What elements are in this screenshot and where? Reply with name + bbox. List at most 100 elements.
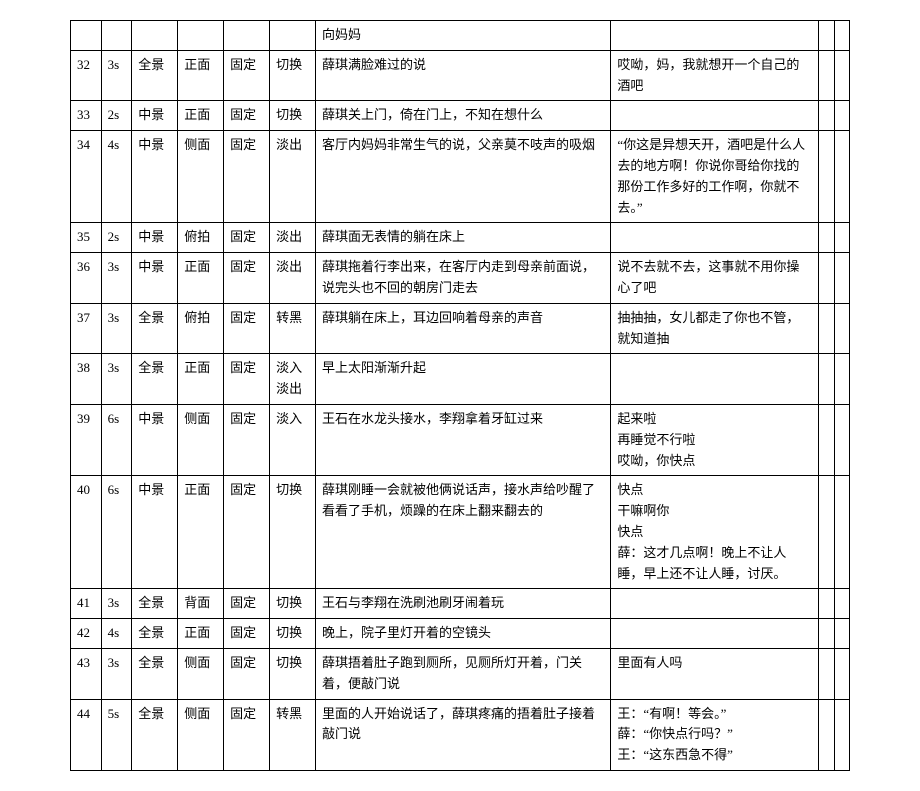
cell-dur: 4s	[101, 131, 132, 223]
cell-shot: 中景	[132, 253, 178, 304]
cell-shot: 中景	[132, 404, 178, 475]
cell-move: 固定	[224, 476, 270, 589]
cell-trans: 转黑	[270, 303, 316, 354]
cell-x2	[834, 131, 849, 223]
cell-dialog: 哎呦，妈，我就想开一个自己的酒吧	[611, 50, 819, 101]
cell-shot: 全景	[132, 50, 178, 101]
cell-shot: 全景	[132, 619, 178, 649]
cell-num: 41	[71, 589, 102, 619]
table-row: 383s全景正面固定淡入淡出早上太阳渐渐升起	[71, 354, 850, 405]
shot-list-table: 向妈妈323s全景正面固定切换薛琪满脸难过的说哎呦，妈，我就想开一个自己的酒吧3…	[70, 20, 850, 771]
cell-move: 固定	[224, 50, 270, 101]
cell-x2	[834, 101, 849, 131]
cell-angle: 正面	[178, 354, 224, 405]
cell-num: 38	[71, 354, 102, 405]
cell-dur: 3s	[101, 303, 132, 354]
cell-num: 37	[71, 303, 102, 354]
cell-angle: 侧面	[178, 699, 224, 770]
cell-move: 固定	[224, 354, 270, 405]
cell-angle	[178, 21, 224, 51]
cell-x1	[819, 404, 834, 475]
cell-x2	[834, 619, 849, 649]
table-row: 424s全景正面固定切换晚上，院子里灯开着的空镜头	[71, 619, 850, 649]
cell-dialog	[611, 21, 819, 51]
cell-x1	[819, 303, 834, 354]
cell-desc: 薛琪面无表情的躺在床上	[316, 223, 611, 253]
cell-move: 固定	[224, 253, 270, 304]
cell-angle: 正面	[178, 619, 224, 649]
table-row: 413s全景背面固定切换王石与李翔在洗刷池刷牙闹着玩	[71, 589, 850, 619]
cell-dur: 3s	[101, 589, 132, 619]
cell-num: 42	[71, 619, 102, 649]
cell-x2	[834, 354, 849, 405]
cell-x1	[819, 253, 834, 304]
cell-move: 固定	[224, 101, 270, 131]
cell-angle: 正面	[178, 476, 224, 589]
cell-x2	[834, 404, 849, 475]
cell-trans: 切换	[270, 50, 316, 101]
cell-trans: 淡出	[270, 253, 316, 304]
cell-num: 44	[71, 699, 102, 770]
cell-move: 固定	[224, 223, 270, 253]
cell-desc: 薛琪拖着行李出来，在客厅内走到母亲前面说，说完头也不回的朝房门走去	[316, 253, 611, 304]
cell-dialog: 里面有人吗	[611, 648, 819, 699]
cell-x1	[819, 354, 834, 405]
cell-x1	[819, 476, 834, 589]
cell-move: 固定	[224, 303, 270, 354]
cell-num: 39	[71, 404, 102, 475]
cell-shot: 全景	[132, 699, 178, 770]
cell-trans: 淡入淡出	[270, 354, 316, 405]
cell-dialog	[611, 354, 819, 405]
cell-num: 32	[71, 50, 102, 101]
cell-move: 固定	[224, 589, 270, 619]
cell-desc: 客厅内妈妈非常生气的说，父亲莫不吱声的吸烟	[316, 131, 611, 223]
cell-x2	[834, 699, 849, 770]
cell-x2	[834, 21, 849, 51]
table-body: 向妈妈323s全景正面固定切换薛琪满脸难过的说哎呦，妈，我就想开一个自己的酒吧3…	[71, 21, 850, 771]
cell-dur: 6s	[101, 476, 132, 589]
cell-x2	[834, 50, 849, 101]
cell-x2	[834, 648, 849, 699]
cell-angle: 背面	[178, 589, 224, 619]
cell-desc: 薛琪关上门，倚在门上，不知在想什么	[316, 101, 611, 131]
cell-trans: 切换	[270, 476, 316, 589]
cell-num: 40	[71, 476, 102, 589]
cell-x1	[819, 699, 834, 770]
cell-x1	[819, 21, 834, 51]
cell-dur: 5s	[101, 699, 132, 770]
cell-dur: 3s	[101, 354, 132, 405]
cell-dialog	[611, 619, 819, 649]
cell-dur	[101, 21, 132, 51]
table-row: 352s中景俯拍固定淡出薛琪面无表情的躺在床上	[71, 223, 850, 253]
cell-x1	[819, 101, 834, 131]
cell-x1	[819, 589, 834, 619]
cell-angle: 俯拍	[178, 303, 224, 354]
cell-num: 43	[71, 648, 102, 699]
cell-trans: 切换	[270, 619, 316, 649]
cell-dialog: 王：“有啊！等会。”薛：“你快点行吗？”王：“这东西急不得”	[611, 699, 819, 770]
cell-shot: 中景	[132, 101, 178, 131]
cell-angle: 侧面	[178, 404, 224, 475]
cell-desc: 薛琪捂着肚子跑到厕所，见厕所灯开着，门关着，便敲门说	[316, 648, 611, 699]
cell-shot: 全景	[132, 303, 178, 354]
cell-dialog	[611, 101, 819, 131]
cell-shot	[132, 21, 178, 51]
cell-move: 固定	[224, 131, 270, 223]
cell-trans: 切换	[270, 101, 316, 131]
cell-x2	[834, 253, 849, 304]
cell-x1	[819, 131, 834, 223]
cell-dialog: 抽抽抽，女儿都走了你也不管，就知道抽	[611, 303, 819, 354]
cell-trans: 淡出	[270, 223, 316, 253]
cell-dur: 3s	[101, 648, 132, 699]
cell-desc: 薛琪躺在床上，耳边回响着母亲的声音	[316, 303, 611, 354]
cell-shot: 全景	[132, 589, 178, 619]
cell-x1	[819, 50, 834, 101]
table-row: 363s中景正面固定淡出薛琪拖着行李出来，在客厅内走到母亲前面说，说完头也不回的…	[71, 253, 850, 304]
cell-shot: 全景	[132, 354, 178, 405]
cell-dialog	[611, 589, 819, 619]
cell-num: 33	[71, 101, 102, 131]
cell-trans: 切换	[270, 589, 316, 619]
cell-x1	[819, 619, 834, 649]
cell-dialog: “你这是异想天开，酒吧是什么人去的地方啊！你说你哥给你找的那份工作多好的工作啊，…	[611, 131, 819, 223]
cell-dialog: 说不去就不去，这事就不用你操心了吧	[611, 253, 819, 304]
